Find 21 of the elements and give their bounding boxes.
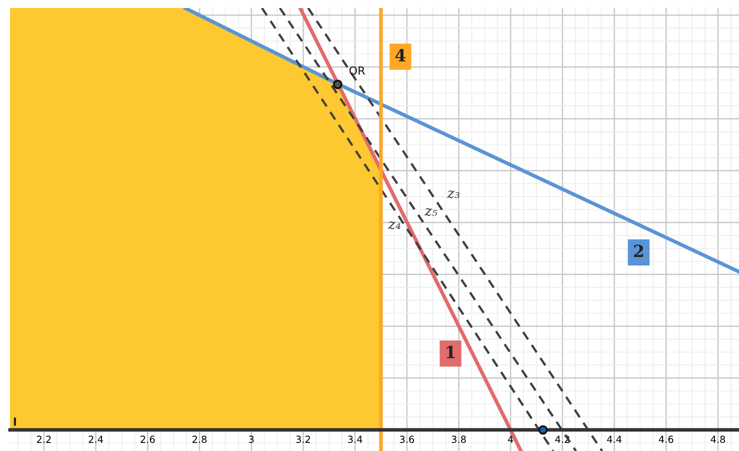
x-tick-label: 2.8 bbox=[192, 436, 207, 443]
x-tick-label: 4.8 bbox=[710, 436, 726, 443]
ref-line-label: 4 bbox=[395, 48, 406, 62]
series-label: 1 bbox=[446, 346, 455, 358]
series-label: OR bbox=[349, 66, 365, 75]
x-tick-label: 2.4 bbox=[88, 436, 103, 443]
x-tick-label: 3.4 bbox=[348, 436, 362, 443]
x-tick-label: 4.4 bbox=[607, 436, 622, 443]
x-tick-label: 4 bbox=[508, 436, 514, 443]
x-tick-label: 3.8 bbox=[452, 436, 466, 443]
series-label: 2 bbox=[634, 244, 644, 258]
series-label: z₅ bbox=[424, 208, 438, 216]
series-label: z₄ bbox=[388, 221, 400, 230]
x-tick-label: 2.2 bbox=[36, 436, 51, 443]
x-tick-label: 3.6 bbox=[400, 436, 414, 443]
series-label: z₃ bbox=[447, 190, 460, 198]
x-tick-label: 3.2 bbox=[296, 436, 310, 443]
x-tick-label: 2.6 bbox=[140, 436, 155, 443]
x-tick-label: 4.6 bbox=[658, 436, 674, 443]
annotation: I bbox=[14, 418, 16, 426]
x-tick-label: 3 bbox=[249, 436, 254, 443]
